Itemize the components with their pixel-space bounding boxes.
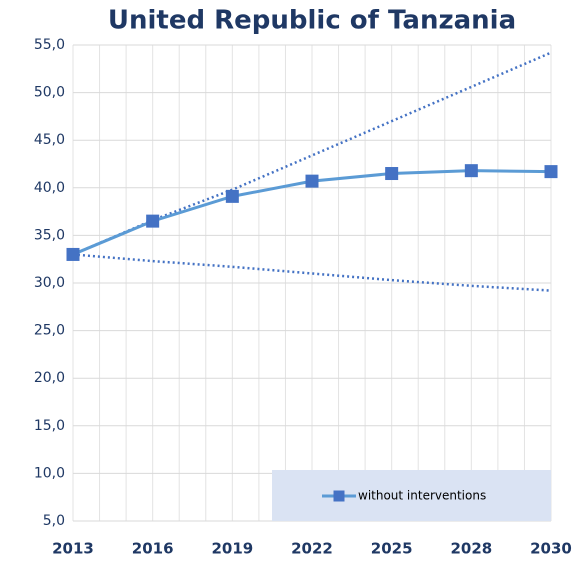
x-tick-label: 2016 <box>132 540 174 558</box>
marker <box>225 189 239 203</box>
y-tick-label: 45,0 <box>34 132 65 148</box>
chart-title: United Republic of Tanzania <box>108 6 516 36</box>
y-tick-label: 20,0 <box>34 370 65 386</box>
marker <box>544 165 558 179</box>
y-tick-label: 55,0 <box>34 37 65 53</box>
marker <box>464 164 478 178</box>
marker <box>146 214 160 228</box>
y-tick-label: 40,0 <box>34 180 65 196</box>
y-tick-label: 10,0 <box>34 465 65 481</box>
legend-box <box>272 470 551 521</box>
legend-label: without interventions <box>358 489 486 503</box>
x-tick-label: 2028 <box>450 540 492 558</box>
y-tick-label: 15,0 <box>34 418 65 434</box>
x-tick-label: 2022 <box>291 540 333 558</box>
marker <box>385 167 399 181</box>
marker <box>305 174 319 188</box>
legend-marker <box>333 490 345 502</box>
x-tick-label: 2019 <box>211 540 253 558</box>
y-tick-label: 30,0 <box>34 275 65 291</box>
y-tick-label: 50,0 <box>34 85 65 101</box>
y-tick-label: 5,0 <box>43 513 65 529</box>
x-tick-label: 2025 <box>371 540 413 558</box>
x-tick-label: 2013 <box>52 540 94 558</box>
marker <box>66 247 80 261</box>
y-tick-label: 25,0 <box>34 323 65 339</box>
y-tick-label: 35,0 <box>34 227 65 243</box>
x-tick-label: 2030 <box>530 540 572 558</box>
